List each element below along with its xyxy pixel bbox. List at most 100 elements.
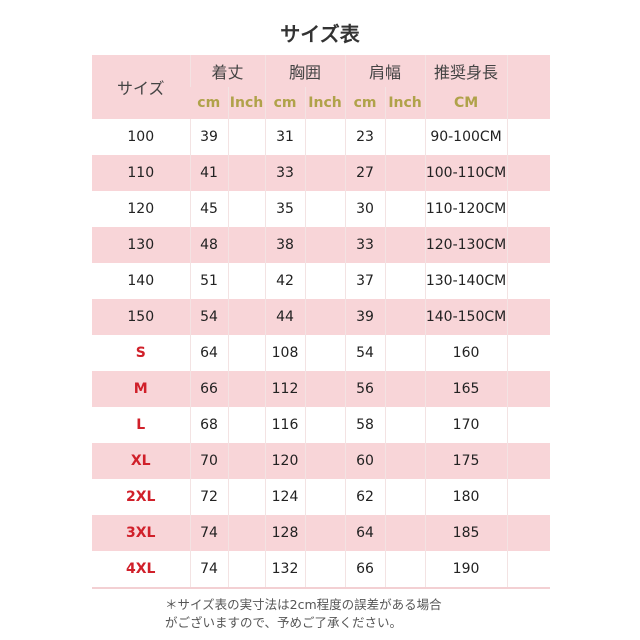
- shoulder-inch: [384, 515, 426, 551]
- chest-inch: [304, 479, 346, 515]
- page-title: サイズ表: [280, 22, 360, 46]
- length-cm: 66: [189, 371, 228, 407]
- note: ＊サイズ表の実寸法は2cm程度の誤差がある場合 がございますので、予めご了承くだ…: [165, 596, 442, 632]
- size-cell: 3XL: [92, 515, 190, 551]
- chest-cm: 35: [264, 191, 306, 227]
- size-cell: XL: [92, 443, 190, 479]
- blank-cell: [506, 335, 551, 371]
- chest-inch: [304, 515, 346, 551]
- blank-cell: [506, 155, 551, 191]
- shoulder-cm: 64: [344, 515, 386, 551]
- height-cell: 190: [424, 551, 508, 589]
- height-cell: 120-130CM: [424, 227, 508, 263]
- shoulder-cm: 56: [344, 371, 386, 407]
- unit-inch: Inch: [304, 87, 346, 119]
- chest-cm: 116: [264, 407, 306, 443]
- blank-cell: [506, 227, 551, 263]
- chest-cm: 128: [264, 515, 306, 551]
- chest-inch: [304, 263, 346, 299]
- height-cell: 110-120CM: [424, 191, 508, 227]
- length-inch: [227, 479, 266, 515]
- shoulder-cm: 62: [344, 479, 386, 515]
- height-cell: 170: [424, 407, 508, 443]
- note-line: がございますので、予めご了承ください。: [165, 615, 403, 630]
- length-cm: 54: [189, 299, 228, 335]
- length-inch: [227, 371, 266, 407]
- chest-cm: 112: [264, 371, 306, 407]
- height-cell: 100-110CM: [424, 155, 508, 191]
- table-row: 110 41 33 27 100-110CM: [92, 155, 551, 191]
- chest-cm: 108: [264, 335, 306, 371]
- chest-cm: 38: [264, 227, 306, 263]
- shoulder-inch: [384, 335, 426, 371]
- length-cm: 41: [189, 155, 228, 191]
- length-inch: [227, 119, 266, 155]
- blank-cell: [506, 191, 551, 227]
- length-inch: [227, 407, 266, 443]
- shoulder-inch: [384, 479, 426, 515]
- header-shoulder: 肩幅: [344, 55, 426, 87]
- length-cm: 70: [189, 443, 228, 479]
- shoulder-cm: 30: [344, 191, 386, 227]
- table-row: 140 51 42 37 130-140CM: [92, 263, 551, 299]
- header-length: 着丈: [189, 55, 266, 87]
- height-cell: 180: [424, 479, 508, 515]
- shoulder-inch: [384, 119, 426, 155]
- length-cm: 51: [189, 263, 228, 299]
- table-row: 150 54 44 39 140-150CM: [92, 299, 551, 335]
- chest-inch: [304, 443, 346, 479]
- length-inch: [227, 335, 266, 371]
- chest-inch: [304, 191, 346, 227]
- blank-cell: [506, 119, 551, 155]
- table-row: L 68 116 58 170: [92, 407, 551, 443]
- chest-inch: [304, 155, 346, 191]
- shoulder-inch: [384, 443, 426, 479]
- chest-cm: 42: [264, 263, 306, 299]
- shoulder-inch: [384, 191, 426, 227]
- unit-cm: cm: [264, 87, 306, 119]
- shoulder-inch: [384, 371, 426, 407]
- length-cm: 74: [189, 551, 228, 589]
- chest-inch: [304, 119, 346, 155]
- chest-inch: [304, 299, 346, 335]
- header-height: 推奨身長: [424, 55, 508, 87]
- blank-cell: [506, 443, 551, 479]
- unit-cm: cm: [190, 87, 228, 119]
- size-cell: 4XL: [92, 551, 190, 589]
- height-cell: 130-140CM: [424, 263, 508, 299]
- chest-inch: [304, 227, 346, 263]
- unit-inch: Inch: [384, 87, 426, 119]
- shoulder-cm: 27: [344, 155, 386, 191]
- shoulder-cm: 58: [344, 407, 386, 443]
- unit-row: cm Inch cm Inch cm Inch CM: [92, 87, 550, 119]
- length-cm: 64: [189, 335, 228, 371]
- length-inch: [227, 227, 266, 263]
- blank-cell: [506, 299, 551, 335]
- size-cell: M: [92, 371, 190, 407]
- length-inch: [227, 155, 266, 191]
- note-line: ＊サイズ表の実寸法は2cm程度の誤差がある場合: [165, 597, 442, 612]
- header-size: サイズ: [92, 55, 190, 119]
- length-cm: 45: [189, 191, 228, 227]
- shoulder-cm: 66: [344, 551, 386, 589]
- chest-inch: [304, 551, 346, 589]
- unit-cm: cm: [344, 87, 386, 119]
- size-cell: 140: [127, 273, 155, 289]
- shoulder-cm: 39: [344, 299, 386, 335]
- height-cell: 160: [424, 335, 508, 371]
- table-row: 130 48 38 33 120-130CM: [92, 227, 551, 263]
- table-row: 2XL 72 124 62 180: [92, 479, 551, 515]
- shoulder-cm: 54: [344, 335, 386, 371]
- size-cell: S: [135, 345, 146, 361]
- height-cell: 175: [424, 443, 508, 479]
- chest-cm: 31: [264, 119, 306, 155]
- length-inch: [227, 551, 266, 589]
- length-inch: [227, 299, 266, 335]
- shoulder-cm: 60: [344, 443, 386, 479]
- length-inch: [227, 443, 266, 479]
- table-row: M 66 112 56 165: [92, 371, 551, 407]
- length-cm: 74: [189, 515, 228, 551]
- size-cell: 150: [92, 299, 190, 335]
- length-cm: 72: [189, 479, 228, 515]
- chest-cm: 132: [264, 551, 306, 589]
